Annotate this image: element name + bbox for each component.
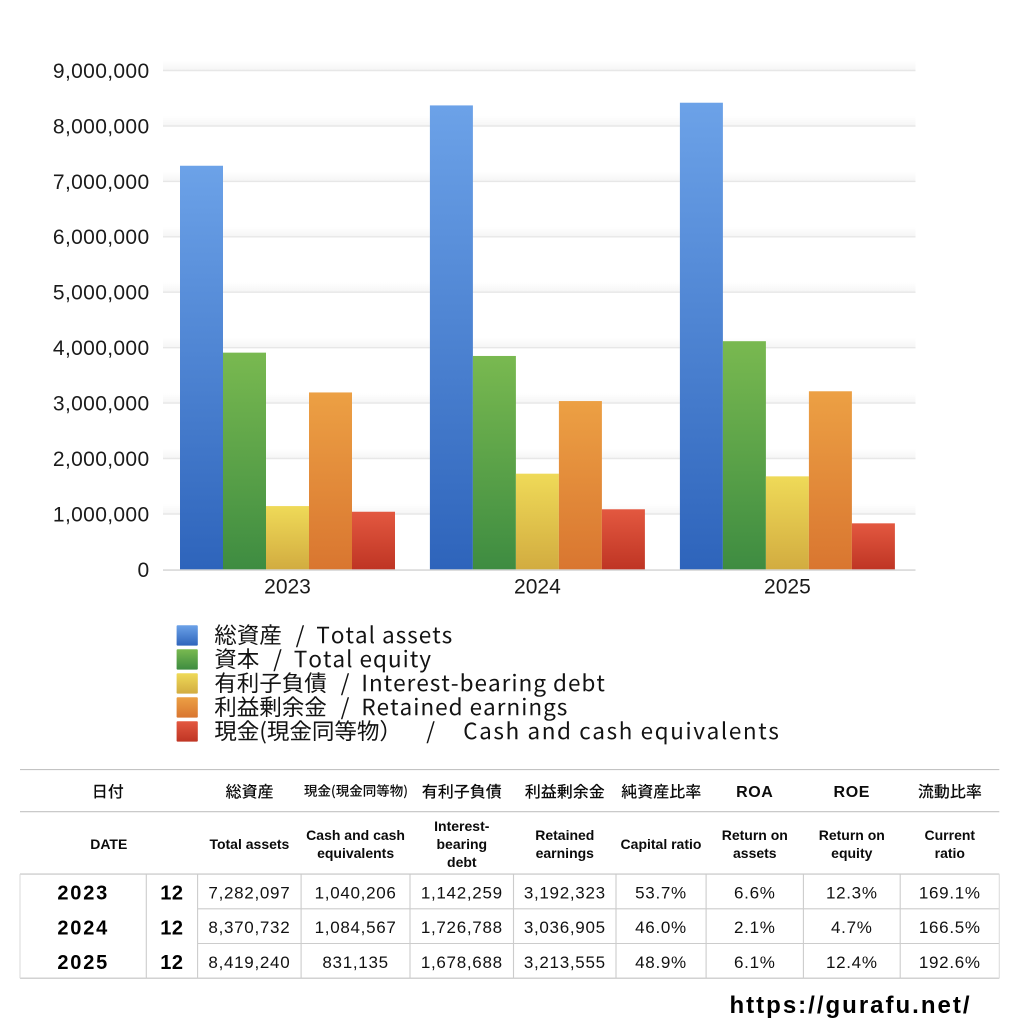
svg-text:Capital ratio: Capital ratio — [621, 836, 702, 852]
svg-text:Return on: Return on — [722, 827, 788, 843]
svg-text:2025: 2025 — [764, 576, 811, 599]
svg-text:2023: 2023 — [57, 883, 109, 905]
svg-text:Total assets: Total assets — [209, 836, 289, 852]
svg-text:12.3%: 12.3% — [826, 884, 878, 903]
svg-text:Interest-: Interest- — [434, 818, 490, 834]
svg-text:1,678,688: 1,678,688 — [421, 953, 503, 972]
svg-text:bearing: bearing — [437, 836, 488, 852]
svg-text:equity: equity — [831, 845, 872, 861]
svg-text:48.9%: 48.9% — [635, 953, 687, 972]
svg-text:ratio: ratio — [935, 845, 965, 861]
svg-text:assets: assets — [733, 845, 777, 861]
svg-text:Cash and cash: Cash and cash — [306, 827, 405, 843]
svg-text:2025: 2025 — [57, 952, 109, 974]
svg-text:9,000,000: 9,000,000 — [53, 60, 150, 83]
svg-text:https://gurafu.net/: https://gurafu.net/ — [730, 992, 972, 1019]
svg-text:1,000,000: 1,000,000 — [53, 503, 150, 526]
svg-text:192.6%: 192.6% — [919, 953, 981, 972]
svg-text:12.4%: 12.4% — [826, 953, 878, 972]
svg-text:46.0%: 46.0% — [635, 918, 687, 937]
svg-text:1,726,788: 1,726,788 — [421, 918, 503, 937]
svg-text:ROE: ROE — [834, 784, 870, 801]
svg-text:5,000,000: 5,000,000 — [53, 282, 150, 305]
svg-text:ROA: ROA — [736, 784, 773, 801]
svg-text:8,000,000: 8,000,000 — [53, 115, 150, 138]
svg-text:4,000,000: 4,000,000 — [53, 337, 150, 360]
svg-text:7,282,097: 7,282,097 — [208, 884, 290, 903]
svg-text:166.5%: 166.5% — [919, 918, 981, 937]
svg-text:2.1%: 2.1% — [734, 918, 776, 937]
svg-text:12: 12 — [160, 917, 183, 939]
svg-text:2,000,000: 2,000,000 — [53, 448, 150, 471]
svg-text:Current: Current — [925, 827, 976, 843]
svg-text:1,142,259: 1,142,259 — [421, 884, 503, 903]
svg-text:169.1%: 169.1% — [919, 884, 981, 903]
svg-text:1,040,206: 1,040,206 — [315, 884, 397, 903]
svg-text:debt: debt — [447, 854, 477, 870]
svg-text:3,036,905: 3,036,905 — [524, 918, 606, 937]
svg-text:3,213,555: 3,213,555 — [524, 953, 606, 972]
svg-text:12: 12 — [160, 952, 183, 974]
svg-text:6,000,000: 6,000,000 — [53, 226, 150, 249]
svg-text:earnings: earnings — [536, 845, 595, 861]
svg-text:8,419,240: 8,419,240 — [208, 953, 290, 972]
svg-text:3,000,000: 3,000,000 — [53, 393, 150, 416]
svg-text:831,135: 831,135 — [322, 953, 388, 972]
svg-text:53.7%: 53.7% — [635, 884, 687, 903]
svg-text:7,000,000: 7,000,000 — [53, 171, 150, 194]
svg-text:equivalents: equivalents — [317, 845, 394, 861]
svg-text:0: 0 — [137, 559, 149, 582]
svg-text:2023: 2023 — [264, 576, 311, 599]
svg-text:2024: 2024 — [57, 917, 109, 939]
svg-text:Retained: Retained — [535, 827, 594, 843]
svg-text:12: 12 — [160, 883, 183, 905]
svg-text:1,084,567: 1,084,567 — [315, 918, 397, 937]
svg-text:4.7%: 4.7% — [831, 918, 873, 937]
svg-text:3,192,323: 3,192,323 — [524, 884, 606, 903]
svg-text:6.1%: 6.1% — [734, 953, 776, 972]
svg-text:6.6%: 6.6% — [734, 884, 776, 903]
svg-text:Return on: Return on — [819, 827, 885, 843]
svg-text:8,370,732: 8,370,732 — [208, 918, 290, 937]
svg-text:2024: 2024 — [514, 576, 561, 599]
svg-text:DATE: DATE — [90, 836, 127, 852]
